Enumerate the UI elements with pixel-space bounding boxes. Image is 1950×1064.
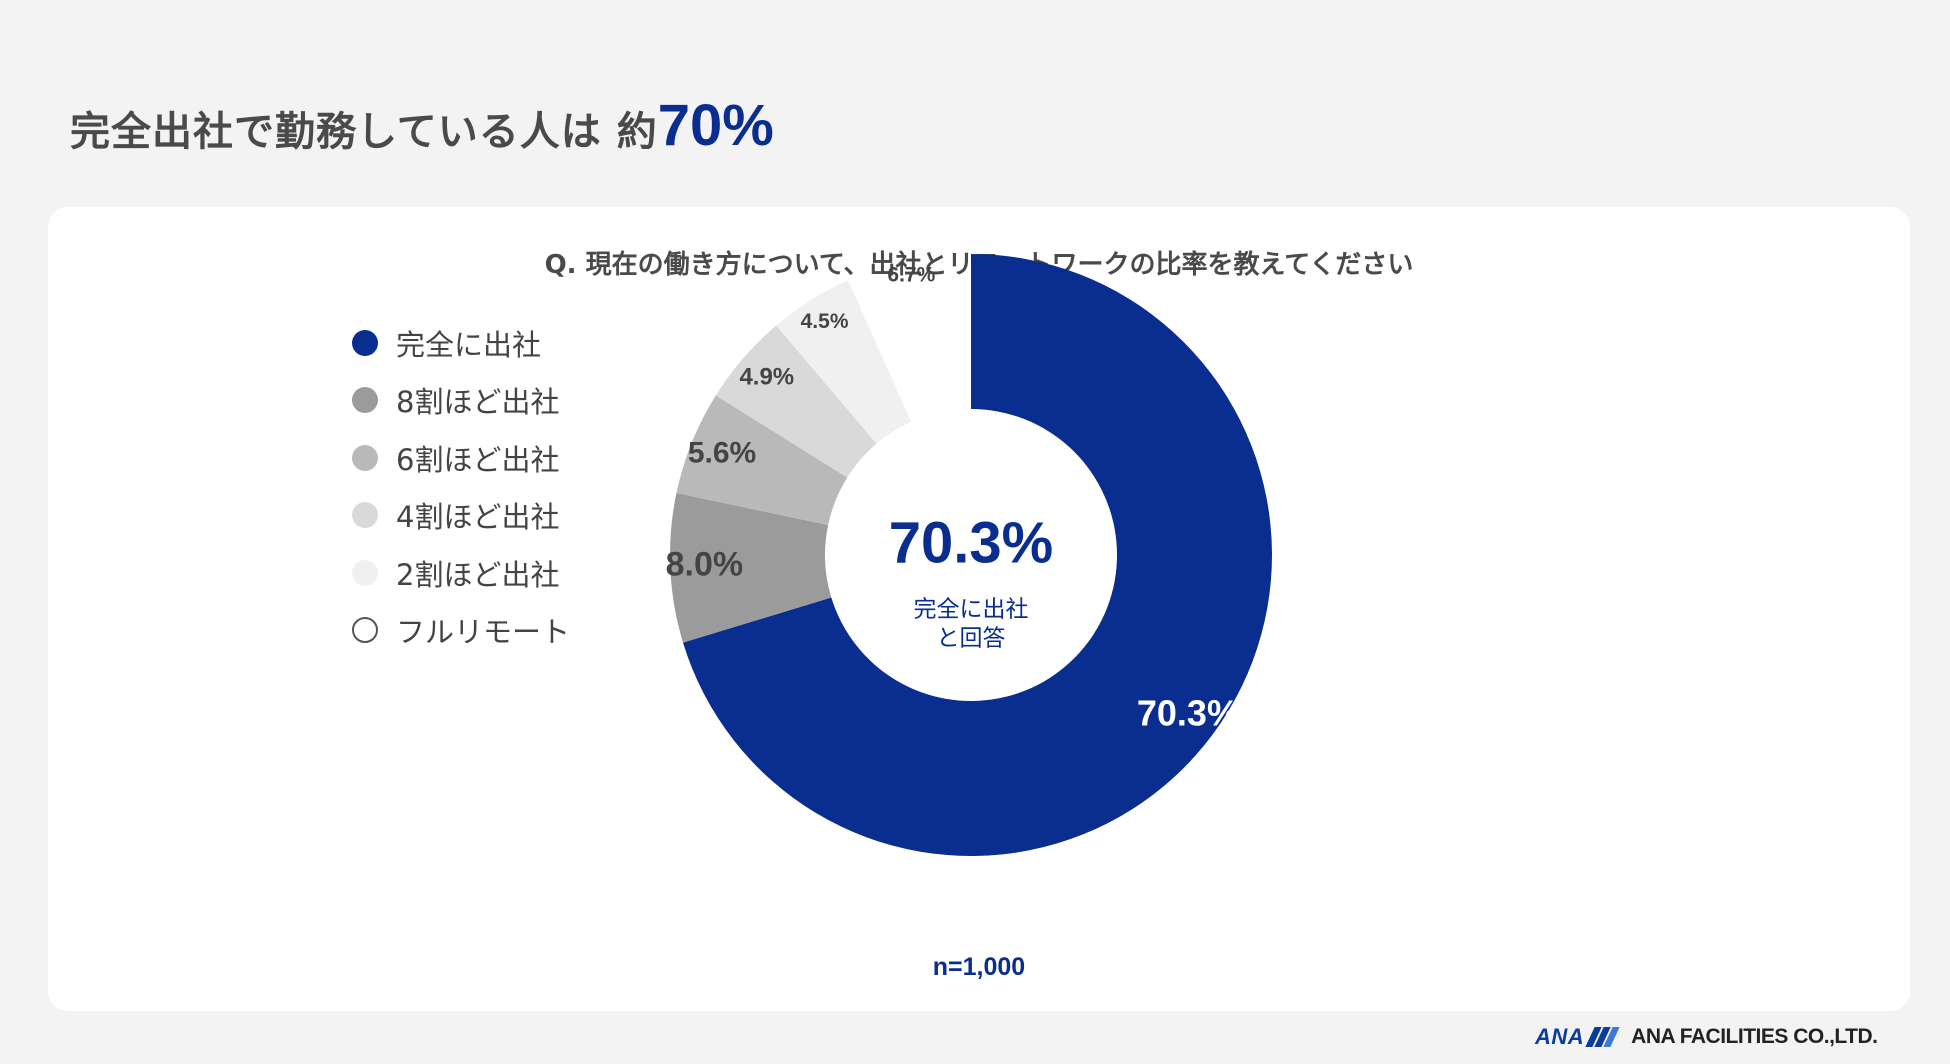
company-name: ANA FACILITIES CO.,LTD. — [1631, 1025, 1878, 1048]
chart-card: Q. 現在の働き方について、出社とリモートワークの比率を教えてください 完全に出… — [48, 207, 1910, 1011]
center-label-line1: 完全に出社 — [914, 597, 1029, 623]
legend-label: 完全に出社 — [396, 327, 542, 362]
donut-slice — [776, 280, 912, 444]
legend-label: 2割ほど出社 — [396, 557, 560, 592]
sample-size-note: n=1,000 — [932, 953, 1026, 981]
legend-label: 4割ほど出社 — [396, 500, 560, 535]
legend-dot — [352, 387, 378, 414]
donut-slice — [683, 254, 1272, 856]
donut-slice — [670, 493, 832, 643]
footer-branding: ANA ANA FACILITIES CO.,LTD. — [1535, 1024, 1878, 1050]
legend-item: 2割ほど出社 — [352, 544, 570, 602]
legend-dot — [352, 444, 378, 471]
headline-prefix: 完全出社で勤務している人は 約 — [70, 109, 658, 155]
donut-slice — [860, 284, 971, 422]
legend-label: 8割ほど出社 — [396, 385, 560, 420]
headline-highlight: 70% — [657, 93, 774, 158]
legend-item: 4割ほど出社 — [352, 487, 570, 545]
donut-slice — [715, 325, 877, 478]
legend-dot — [352, 502, 378, 529]
legend-label: フルリモート — [396, 615, 571, 650]
legend-item: 完全に出社 — [352, 314, 570, 372]
ana-logo: ANA — [1535, 1024, 1585, 1049]
chart-legend: 完全に出社 8割ほど出社 6割ほど出社 4割ほど出社 2割ほど出社 フルリモート — [352, 314, 570, 659]
legend-dot — [352, 617, 378, 644]
legend-item: 6割ほど出社 — [352, 429, 570, 487]
page-headline: 完全出社で勤務している人は 約70% — [70, 92, 774, 159]
slice-label: 4.5% — [801, 310, 849, 333]
donut-slice — [676, 395, 848, 525]
slice-label: 5.6% — [688, 437, 756, 470]
slice-label: 6.7% — [887, 263, 935, 286]
legend-label: 6割ほど出社 — [396, 442, 560, 477]
slice-label: 70.3% — [1137, 692, 1239, 733]
slice-label: 4.9% — [739, 364, 794, 391]
slice-label: 8.0% — [666, 546, 744, 584]
center-label-line2: と回答 — [937, 626, 1006, 652]
logo-stripes-icon — [1585, 1027, 1620, 1047]
legend-item: フルリモート — [352, 602, 570, 660]
legend-dot — [352, 329, 378, 356]
center-value: 70.3% — [889, 510, 1053, 575]
legend-item: 8割ほど出社 — [352, 372, 570, 430]
legend-dot — [352, 559, 378, 586]
